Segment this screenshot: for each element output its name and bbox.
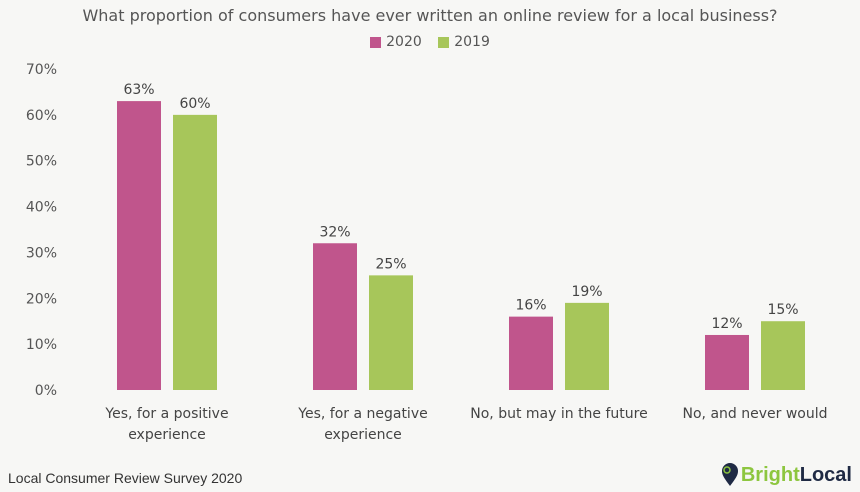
x-tick-label: Yes, for a negative: [297, 406, 427, 422]
bar-2020: [705, 334, 749, 390]
data-label: 15%: [767, 302, 798, 318]
data-label: 63%: [123, 82, 154, 98]
data-label: 16%: [515, 298, 546, 314]
y-tick-label: 50%: [26, 154, 57, 170]
logo-text-local: Local: [799, 463, 852, 486]
x-tick-label: No, but may in the future: [470, 406, 647, 422]
data-label: 25%: [375, 256, 406, 272]
legend: 2020 2019: [0, 34, 860, 52]
y-tick-label: 40%: [26, 200, 57, 216]
legend-item-2019: 2019: [438, 34, 490, 50]
legend-swatch: [438, 36, 450, 48]
bar-2019: [565, 302, 609, 390]
y-tick-label: 10%: [26, 337, 57, 353]
y-tick-label: 30%: [26, 245, 57, 261]
data-label: 19%: [571, 284, 602, 300]
bar-2019: [173, 114, 217, 390]
x-tick-label: experience: [128, 427, 206, 443]
logo-text-bright: Bright: [740, 463, 800, 486]
data-label: 32%: [319, 224, 350, 240]
x-tick-label: Yes, for a positive: [104, 406, 228, 422]
chart-title: What proportion of consumers have ever w…: [82, 6, 778, 25]
legend-label: 2019: [454, 34, 490, 50]
y-tick-label: 20%: [26, 291, 57, 307]
y-tick-label: 0%: [35, 383, 57, 399]
bar-2019: [761, 321, 805, 390]
y-tick-label: 60%: [26, 108, 57, 124]
legend-swatch: [370, 36, 382, 48]
data-label: 60%: [179, 96, 210, 112]
legend-label: 2020: [386, 34, 422, 50]
legend-item-2020: 2020: [370, 34, 422, 50]
bar-2020: [509, 316, 553, 390]
data-label: 12%: [711, 316, 742, 332]
y-tick-label: 70%: [26, 62, 57, 78]
source-footer: Local Consumer Review Survey 2020: [8, 470, 243, 486]
brightlocal-logo: Bright Local: [721, 463, 852, 487]
x-tick-label: No, and never would: [683, 406, 828, 422]
bar-2020: [117, 101, 161, 390]
map-pin-icon: [721, 463, 738, 486]
bar-2019: [369, 275, 413, 390]
x-tick-label: experience: [324, 427, 402, 443]
bar-2020: [313, 243, 357, 390]
